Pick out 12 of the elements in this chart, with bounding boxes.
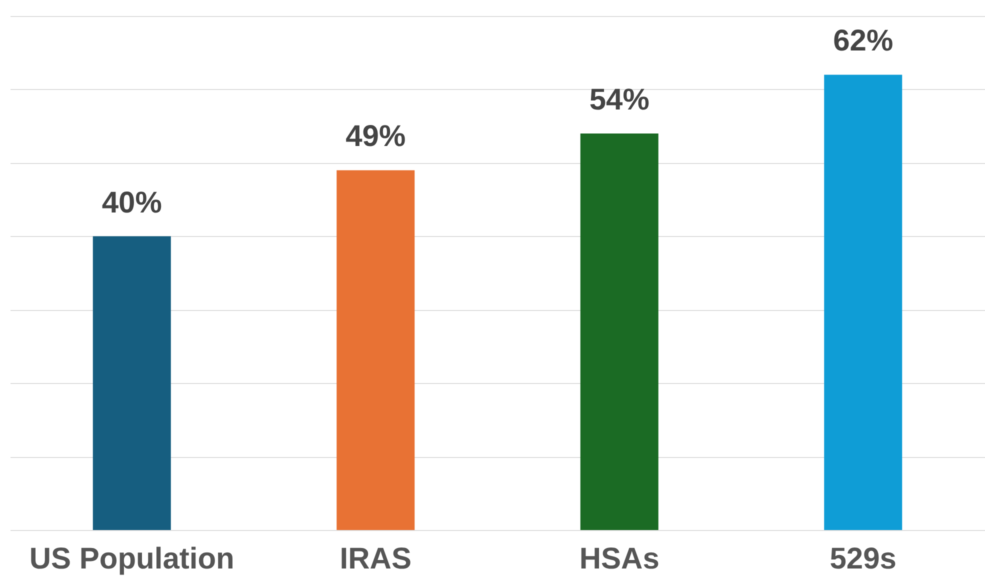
- data-label: 49%: [346, 120, 406, 154]
- x-tick-label: HSAs: [579, 542, 660, 576]
- bar: [824, 74, 902, 530]
- x-tick-label: US Population: [29, 542, 234, 576]
- bar: [580, 133, 658, 530]
- x-tick-label: IRAS: [340, 542, 412, 576]
- data-label: 62%: [833, 24, 894, 58]
- x-tick-label: 529s: [830, 542, 896, 576]
- bar: [92, 236, 171, 530]
- data-label: 40%: [102, 186, 162, 220]
- data-label: 54%: [589, 83, 650, 116]
- bar: [336, 170, 415, 530]
